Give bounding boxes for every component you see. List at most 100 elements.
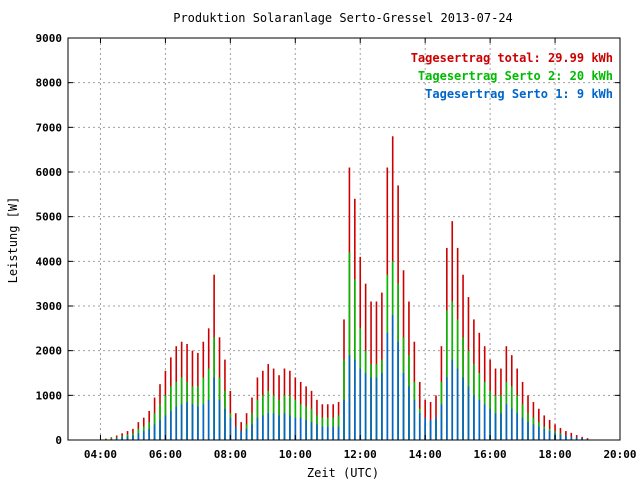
bar-serto1 [467,386,470,440]
x-tick-label: 18:00 [538,448,571,461]
y-axis-tick-labels: 0 1000 2000 3000 4000 5000 6000 7000 8000 9000 [36,32,63,447]
bar-serto1 [278,415,280,440]
bar-serto2 [446,310,448,440]
x-axis-tick-labels: 04:00 06:00 08:00 10:00 12:00 14:00 16:00 18:00… [84,448,637,461]
x-tick-label: 12:00 [344,448,377,461]
bar-serto1 [272,413,275,440]
bar-serto1 [153,424,156,440]
bar-serto1 [456,368,459,440]
plot-frame [67,37,621,441]
bar-serto1 [305,419,307,440]
bar-serto1 [532,424,535,440]
bar-serto1 [413,399,416,440]
bar-serto1 [473,395,475,440]
bar-serto1 [446,377,448,440]
bar-serto1 [251,424,253,440]
bar-serto1 [213,377,215,440]
series-total-bars [105,136,589,441]
bar-serto1 [224,408,226,440]
bar-serto1 [283,413,286,440]
series-serto1-bars [105,314,589,440]
y-tick-label: 4000 [36,255,63,268]
bar-serto1 [137,433,140,440]
bar-serto1 [386,332,389,440]
bar-serto1 [202,404,205,440]
bar-serto1 [148,428,150,440]
bar-serto1 [489,408,491,440]
y-tick-label: 1000 [36,389,63,402]
bar-serto1 [451,359,454,440]
bar-serto1 [343,399,345,440]
series-serto2-bars [105,252,589,440]
legend-entry-serto1: Tagesertrag Serto 1: 9 kWh [425,87,613,101]
bar-serto1 [440,404,443,440]
bar-serto1 [299,417,302,440]
bar-serto1 [435,417,437,440]
bar-serto1 [397,341,399,440]
bar-serto1 [164,415,167,440]
bar-serto1 [424,417,426,440]
bar-serto1 [570,436,573,440]
bar-serto1 [240,431,242,440]
x-tick-label: 06:00 [149,448,182,461]
bar-serto1 [256,417,259,440]
y-tick-label: 8000 [36,77,63,90]
bar-serto1 [429,419,432,440]
bar-serto1 [159,419,161,440]
bar-serto1 [207,399,210,440]
bar-serto1 [505,404,508,440]
y-tick-label: 2000 [36,345,63,358]
bar-serto1 [186,402,188,440]
bar-serto1 [364,373,367,440]
bar-serto1 [575,437,578,440]
bar-serto1 [262,415,264,440]
x-tick-label: 04:00 [84,448,117,461]
bar-serto1 [370,377,372,440]
bar-total [240,422,242,440]
bar-serto1 [126,436,129,440]
bar-serto1 [218,399,221,440]
bar-serto1 [348,355,351,440]
bar-serto1 [462,377,464,440]
bar-serto1 [310,422,313,440]
bar-serto1 [289,415,291,440]
bar-serto1 [402,373,405,440]
y-tick-label: 6000 [36,166,63,179]
bar-serto1 [294,417,297,440]
bar-serto1 [543,428,546,440]
bar-serto1 [375,377,378,440]
bar-serto1 [381,373,383,440]
bar-serto1 [391,314,394,440]
bar-serto1 [229,417,232,440]
bar-serto1 [478,399,481,440]
bar-serto2 [348,252,351,440]
bar-serto1 [267,413,270,440]
bar-serto1 [408,386,410,440]
x-tick-label: 10:00 [279,448,312,461]
y-tick-label: 0 [55,434,62,447]
legend: Tagesertrag total: 29.99 kWh Tagesertrag… [411,51,613,101]
bar-serto1 [326,426,329,440]
bar-serto1 [175,406,178,440]
bar-serto1 [197,406,199,440]
x-tick-label: 16:00 [474,448,507,461]
bar-serto1 [142,431,145,440]
x-axis-label: Zeit (UTC) [307,466,379,480]
bar-serto1 [559,434,562,440]
axis-ticks [68,37,621,441]
bar-serto1 [483,404,486,440]
x-tick-label: 14:00 [409,448,442,461]
bar-serto1 [538,426,540,440]
bar-serto1 [359,368,362,440]
bar-serto1 [234,426,237,440]
bar-serto1 [115,438,118,440]
x-tick-label: 08:00 [214,448,247,461]
bar-serto1 [191,404,194,440]
legend-entry-total: Tagesertrag total: 29.99 kWh [411,51,613,65]
bar-serto1 [180,404,183,440]
bar-serto1 [418,413,421,440]
bar-serto1 [516,413,518,440]
bar-serto1 [332,426,334,440]
